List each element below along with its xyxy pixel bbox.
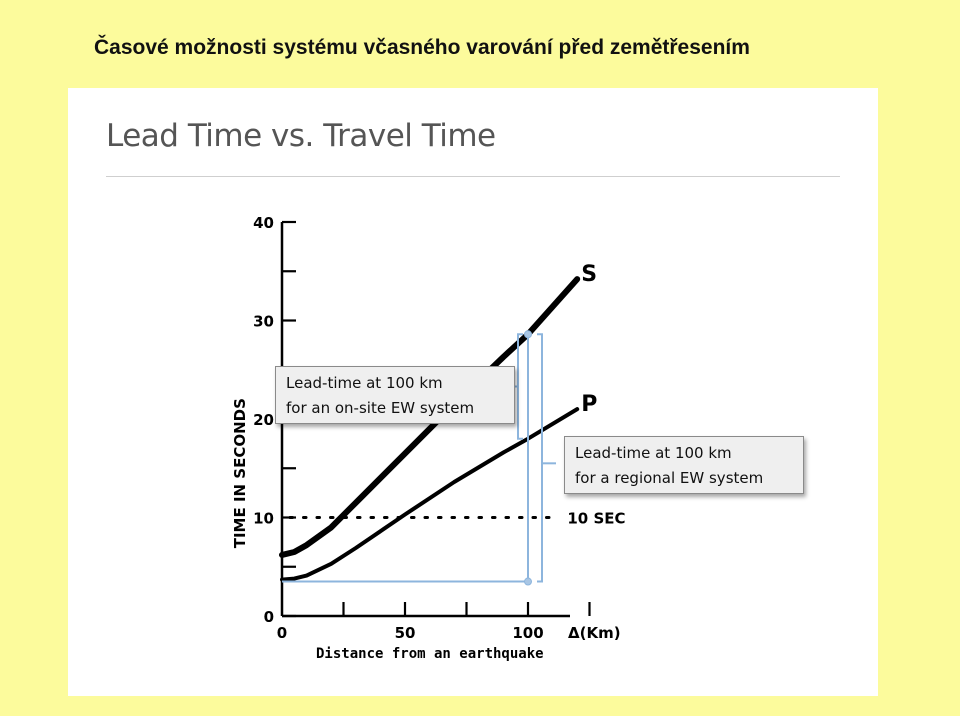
y-tick-label: 10 (253, 510, 274, 528)
callout-onsite-line2: for an on-site EW system (286, 399, 475, 417)
bracket-regional (537, 333, 543, 583)
title-divider (106, 176, 840, 177)
reference-line-label: 10 SEC (567, 510, 625, 528)
y-tick-label: 0 (264, 608, 274, 626)
chart-image-area (205, 204, 635, 682)
series-line-p (280, 407, 580, 582)
callout-regional-line1: Lead-time at 100 km (575, 444, 732, 462)
reference-line-group: 10 SEC (288, 510, 626, 528)
marker-s-arrival (524, 330, 532, 339)
y-axis-title: TIME IN SECONDS (231, 398, 249, 548)
y-tick-label: 40 (253, 214, 274, 232)
slide-title: Lead Time vs. Travel Time (106, 118, 496, 154)
series-line-s (279, 276, 581, 558)
chart-labels: Distance from an earthquake TIME IN SECON… (231, 398, 544, 662)
series-label-s: S (581, 262, 597, 287)
callout-regional-lead-time: Lead-time at 100 km for a regional EW sy… (564, 436, 804, 494)
x-tick-label: 50 (395, 624, 416, 642)
x-axis-title: Distance from an earthquake (316, 646, 544, 662)
series-label-p: P (581, 392, 597, 417)
lead-time-brackets (282, 330, 556, 586)
y-tick-label: 20 (253, 411, 274, 429)
marker-origin (524, 577, 532, 586)
page-heading: Časové možnosti systému včasného varován… (94, 36, 750, 59)
callout-onsite-line1: Lead-time at 100 km (286, 374, 443, 392)
x-axis-end-label: Δ(Km) (568, 624, 621, 642)
callout-onsite-lead-time: Lead-time at 100 km for an on-site EW sy… (275, 366, 515, 424)
slide: Lead Time vs. Travel Time 0 10 20 30 40 0 50 10… (68, 88, 878, 696)
x-tick-label: 0 (277, 624, 287, 642)
y-tick-label: 30 (253, 313, 274, 331)
chart-series: SP (279, 262, 597, 582)
callout-regional-line2: for a regional EW system (575, 469, 764, 487)
x-tick-label: 100 (512, 624, 543, 642)
